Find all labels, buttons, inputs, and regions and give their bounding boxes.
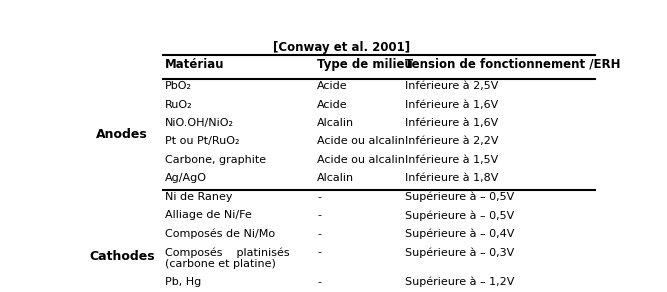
Text: -: - — [317, 210, 321, 220]
Text: Acide: Acide — [317, 81, 348, 91]
Text: Matériau: Matériau — [165, 58, 225, 71]
Text: Supérieure à – 0,5V: Supérieure à – 0,5V — [405, 210, 514, 221]
Text: Inférieure à 1,5V: Inférieure à 1,5V — [405, 155, 498, 165]
Text: Ag/AgO: Ag/AgO — [165, 173, 207, 183]
Text: Alcalin: Alcalin — [317, 118, 354, 128]
Text: Inférieure à 2,5V: Inférieure à 2,5V — [405, 81, 498, 91]
Text: Pb, Hg: Pb, Hg — [165, 277, 201, 287]
Text: -: - — [317, 247, 321, 257]
Text: Tension de fonctionnement /ERH: Tension de fonctionnement /ERH — [405, 58, 620, 71]
Text: Carbone, graphite: Carbone, graphite — [165, 155, 266, 165]
Text: Inférieure à 2,2V: Inférieure à 2,2V — [405, 136, 498, 147]
Text: Composés    platinisés
(carbone et platine): Composés platinisés (carbone et platine) — [165, 247, 289, 269]
Text: Inférieure à 1,8V: Inférieure à 1,8V — [405, 173, 498, 183]
Text: Type de milieu: Type de milieu — [317, 58, 413, 71]
Text: Acide ou alcalin: Acide ou alcalin — [317, 136, 405, 147]
Text: Ni de Raney: Ni de Raney — [165, 192, 233, 202]
Text: Supérieure à – 0,5V: Supérieure à – 0,5V — [405, 192, 514, 202]
Text: NiO.OH/NiO₂: NiO.OH/NiO₂ — [165, 118, 234, 128]
Text: Supérieure à – 1,2V: Supérieure à – 1,2V — [405, 277, 514, 287]
Text: PbO₂: PbO₂ — [165, 81, 192, 91]
Text: RuO₂: RuO₂ — [165, 100, 193, 110]
Text: -: - — [317, 229, 321, 239]
Text: Anodes: Anodes — [96, 128, 148, 141]
Text: Pt ou Pt/RuO₂: Pt ou Pt/RuO₂ — [165, 136, 239, 147]
Text: Inférieure à 1,6V: Inférieure à 1,6V — [405, 118, 498, 128]
Text: Acide: Acide — [317, 100, 348, 110]
Text: -: - — [317, 277, 321, 287]
Text: Inférieure à 1,6V: Inférieure à 1,6V — [405, 100, 498, 110]
Text: Alcalin: Alcalin — [317, 173, 354, 183]
Text: Acide ou alcalin: Acide ou alcalin — [317, 155, 405, 165]
Text: Supérieure à – 0,4V: Supérieure à – 0,4V — [405, 229, 514, 239]
Text: Cathodes: Cathodes — [89, 250, 155, 263]
Text: Alliage de Ni/Fe: Alliage de Ni/Fe — [165, 210, 252, 220]
Text: [Conway et al. 2001]: [Conway et al. 2001] — [273, 41, 410, 54]
Text: -: - — [317, 192, 321, 202]
Text: Supérieure à – 0,3V: Supérieure à – 0,3V — [405, 247, 514, 258]
Text: Composés de Ni/Mo: Composés de Ni/Mo — [165, 229, 275, 239]
